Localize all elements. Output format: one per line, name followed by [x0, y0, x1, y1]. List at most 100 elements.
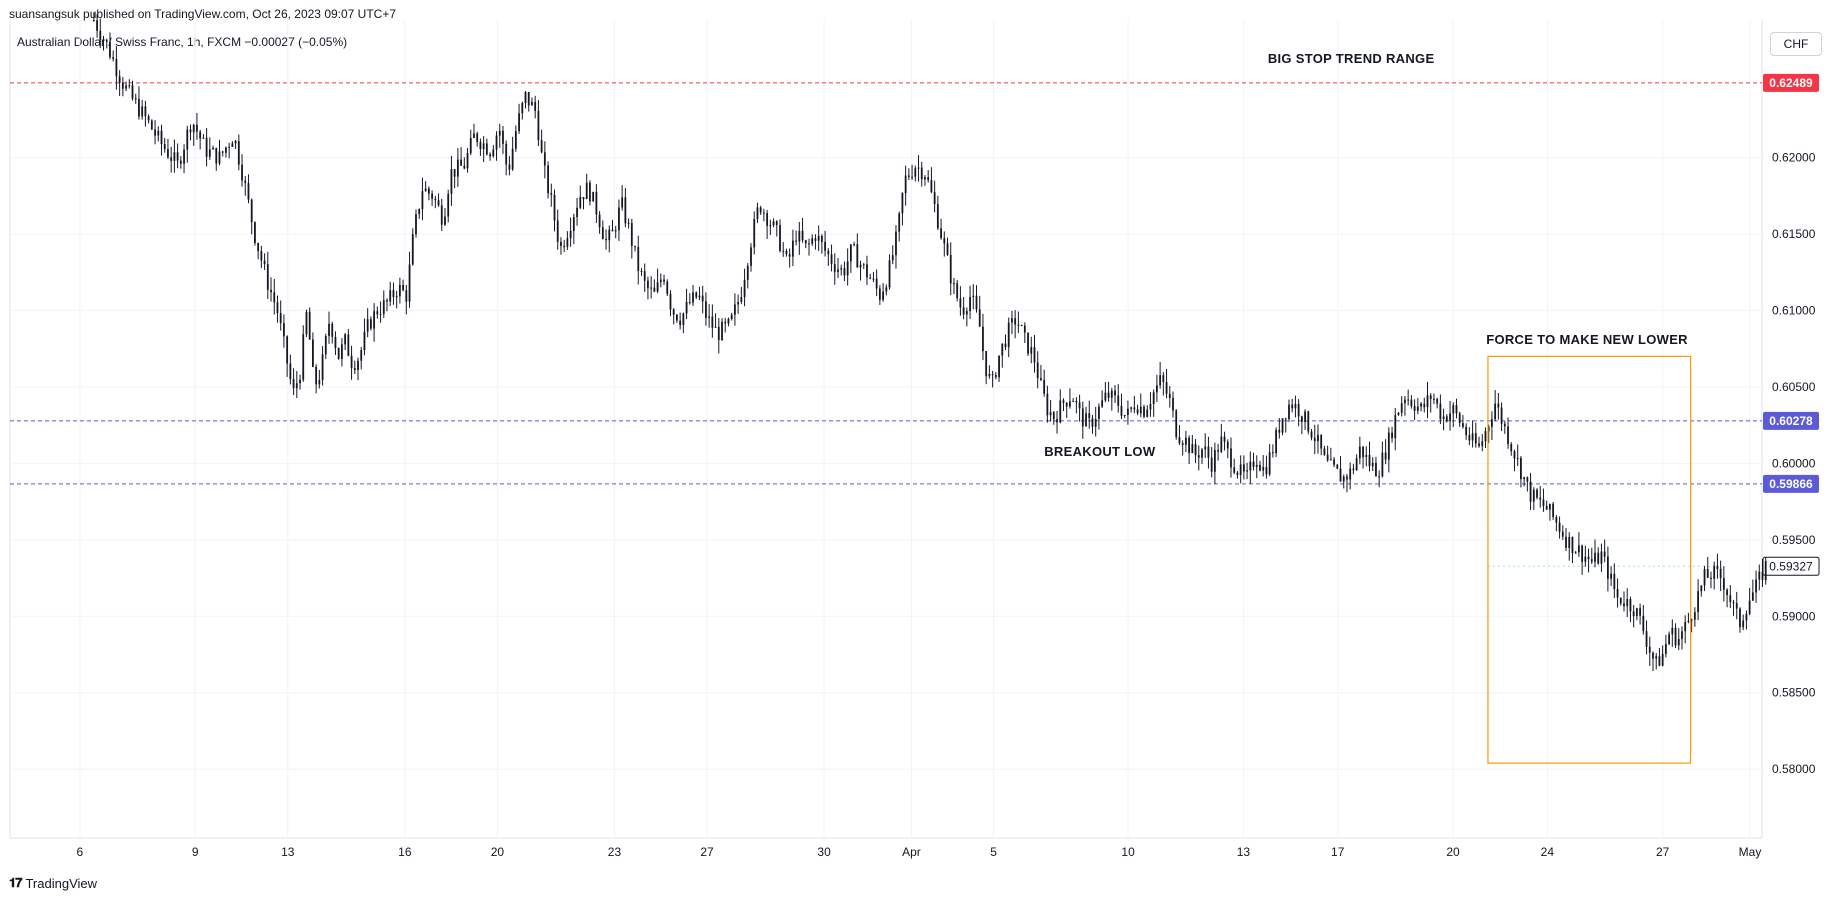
candle-body	[1117, 395, 1120, 406]
candle-body	[1526, 477, 1529, 482]
candle-body	[1300, 416, 1303, 423]
candle-body	[1159, 375, 1162, 386]
candle-body	[1239, 464, 1242, 475]
candle-body	[112, 57, 115, 60]
price-chart[interactable]: 0.62489 0.60278 0.59866 0.59327 BIG STOP TR…	[0, 0, 1835, 870]
candle-body	[1416, 406, 1419, 411]
candle-body	[1510, 444, 1513, 452]
candle-body	[1088, 413, 1091, 419]
candle-body	[1275, 429, 1277, 454]
x-tick-label: 9	[192, 845, 199, 859]
support-upper-tag-label: 0.60278	[1769, 414, 1813, 428]
candle-body	[498, 130, 501, 136]
candle-body	[1278, 429, 1281, 433]
candle-body	[959, 298, 962, 308]
candle-body	[1520, 458, 1522, 480]
candle-body	[769, 225, 772, 227]
candle-body	[1523, 477, 1526, 480]
candle-body	[589, 182, 591, 202]
candle-body	[666, 281, 669, 294]
candle-body	[518, 113, 520, 132]
candle-body	[1433, 398, 1435, 400]
candle-body	[688, 301, 691, 303]
candle-body	[212, 147, 214, 150]
y-tick-label: 0.62000	[1772, 151, 1816, 165]
candle-body	[1716, 565, 1719, 569]
candle-body	[1001, 343, 1004, 356]
candle-body	[263, 260, 266, 265]
candle-body	[1197, 455, 1200, 458]
candle-body	[1378, 476, 1381, 478]
candle-body	[237, 141, 240, 165]
candle-body	[254, 222, 256, 243]
candle-body	[260, 251, 263, 261]
candle-body	[547, 165, 549, 194]
candle-body	[1268, 452, 1271, 475]
tradingview-brand[interactable]: 𝟏𝟕 TradingView	[9, 875, 97, 891]
candle-body	[1172, 397, 1174, 411]
candle-body	[1349, 468, 1352, 480]
candle-body	[1513, 451, 1516, 459]
candle-body	[415, 214, 417, 235]
candle-body	[978, 309, 981, 327]
candle-body	[1700, 585, 1703, 592]
annotation-label: FORCE TO MAKE NEW LOWER	[1486, 332, 1688, 347]
publisher-line: suansangsuk published on TradingView.com…	[9, 7, 397, 21]
candle-body	[692, 292, 694, 303]
candle-body	[737, 301, 740, 305]
candle-body	[1703, 569, 1706, 586]
candle-body	[1400, 403, 1403, 413]
candle-body	[225, 147, 227, 153]
candle-body	[817, 235, 820, 241]
candle-body	[205, 137, 208, 157]
candle-body	[505, 143, 508, 165]
candle-body	[215, 147, 218, 164]
candle-body	[495, 135, 498, 150]
candle-body	[347, 334, 350, 356]
candle-body	[395, 296, 398, 298]
candle-body	[711, 316, 714, 328]
candle-body	[1030, 347, 1033, 354]
candle-body	[170, 157, 173, 161]
candle-body	[1671, 627, 1674, 635]
candle-body	[808, 243, 810, 245]
last-price-label: 0.59327	[1769, 559, 1813, 573]
candle-body	[444, 216, 446, 225]
candle-body	[1603, 551, 1606, 557]
candle-body	[582, 197, 585, 200]
candle-body	[1632, 611, 1635, 617]
candle-body	[676, 314, 678, 321]
support-upper-tag	[1763, 411, 1819, 430]
candle-body	[247, 183, 250, 200]
candle-body	[1307, 411, 1310, 432]
candle-body	[173, 152, 176, 161]
candle-body	[1149, 403, 1152, 410]
candle-body	[572, 217, 575, 231]
currency-button[interactable]: CHF	[1770, 32, 1822, 56]
candle-body	[1262, 467, 1265, 471]
candle-body	[1230, 448, 1232, 468]
resistance-tag-label: 0.62489	[1769, 76, 1813, 90]
candle-body	[1162, 375, 1165, 382]
candle-body	[1213, 450, 1216, 472]
candle-body	[1023, 325, 1026, 333]
candle-body	[1152, 392, 1155, 404]
candle-body	[1127, 408, 1129, 415]
candle-body	[621, 197, 624, 208]
annotation-label: BREAKOUT LOW	[1044, 444, 1156, 459]
candle-body	[283, 323, 285, 337]
candle-body	[1558, 522, 1561, 532]
candle-body	[502, 130, 504, 144]
candle-body	[1594, 552, 1596, 562]
candle-body	[1474, 433, 1477, 444]
candle-body	[1255, 464, 1258, 467]
candle-body	[743, 279, 746, 298]
candle-body	[1133, 407, 1136, 410]
candle-body	[1014, 318, 1017, 325]
candle-body	[695, 292, 698, 298]
candle-body	[1236, 472, 1239, 475]
candle-body	[1346, 476, 1348, 480]
candle-body	[801, 230, 804, 241]
candle-body	[1668, 634, 1670, 645]
candle-body	[324, 336, 327, 355]
